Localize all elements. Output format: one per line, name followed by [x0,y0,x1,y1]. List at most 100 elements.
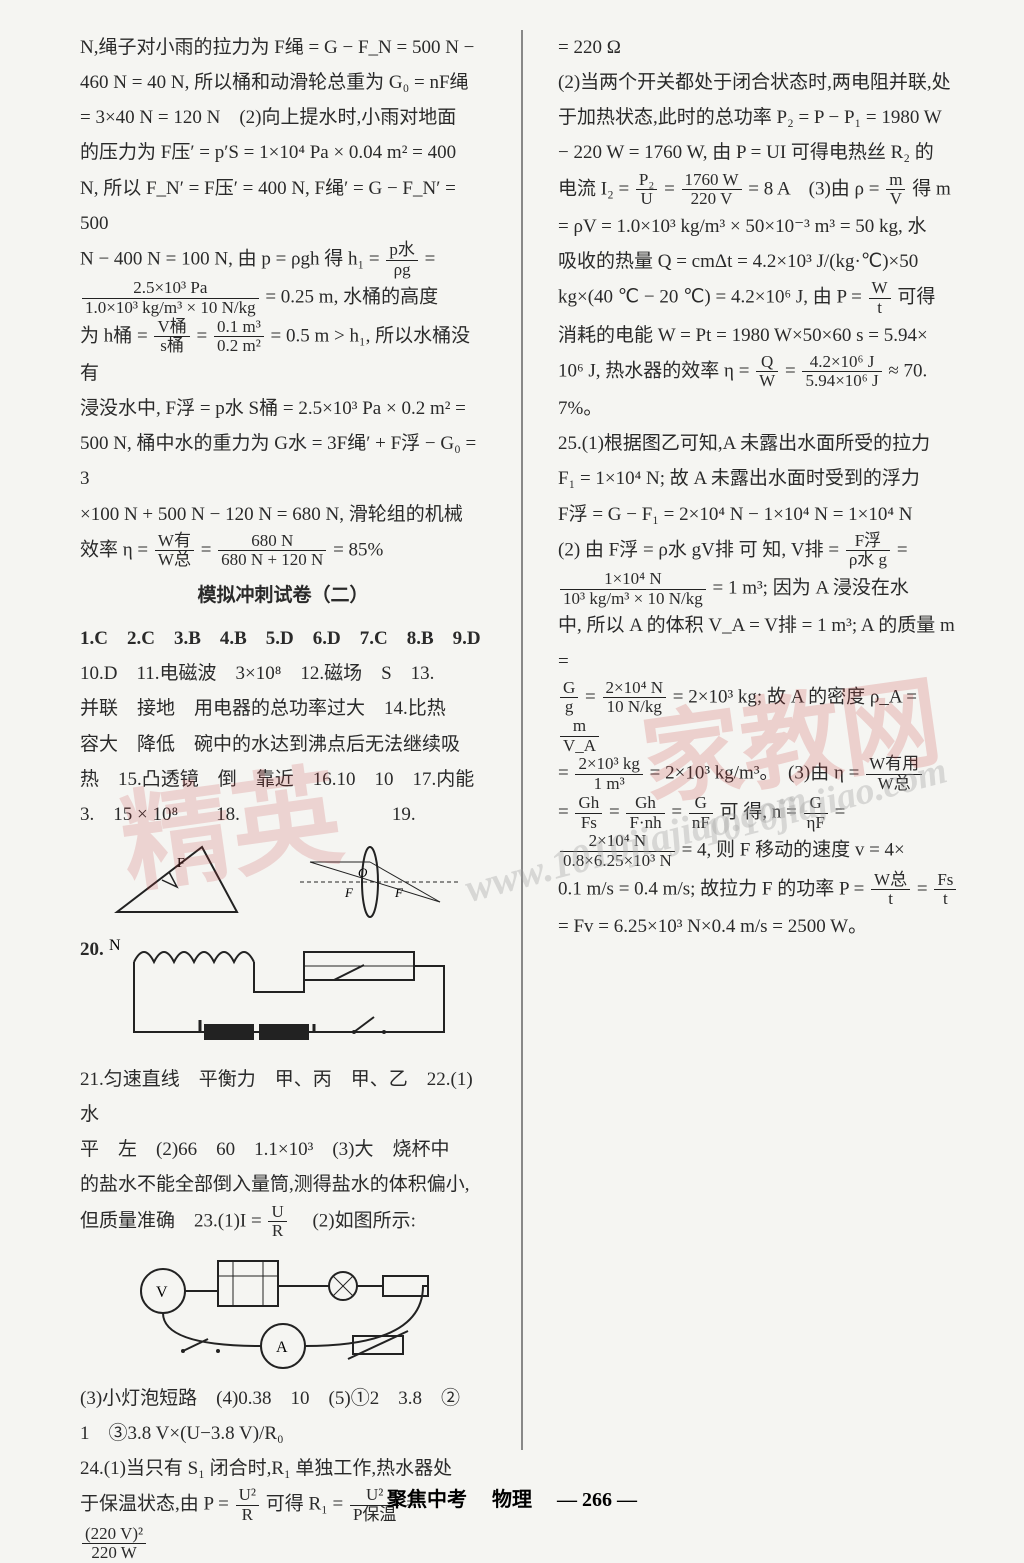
text-line: kg×(40 ℃ − 20 ℃) = 4.2×10⁶ J, 由 P = Wt 可… [558,279,964,317]
fraction: 680 N680 N + 120 N [218,532,326,570]
text: = [197,325,212,346]
fraction: W总t [871,871,910,909]
fraction: 2×10³ kg1 m³ [575,755,642,793]
text-line: (3)小灯泡短路 (4)0.38 10 (5)①2 3.8 ② [80,1381,486,1416]
svg-text:F: F [177,856,185,871]
answer-line: 热 15.凸透镜 倒 靠近 16.10 10 17.内能 [80,762,486,797]
text: 得 m [912,178,951,199]
column-divider [521,30,523,1450]
text-line: 1×10⁴ N10³ kg/m³ × 10 N/kg = 1 m³; 因为 A … [558,570,964,608]
solenoid-circuit-icon: N [104,932,464,1062]
exam-title: 模拟冲刺试卷（二） [80,578,486,613]
text-line: Gg = 2×10⁴ N10 N/kg = 2×10³ kg; 故 A 的密度 … [558,679,964,756]
triangle-diagram-icon: F [107,832,247,922]
text-line: N, 所以 F_N′ = F压′ = 400 N, F绳′ = G − F_N′… [80,171,486,241]
text: 可 得, n = [720,801,802,822]
text: 但质量准确 23.(1)I = [80,1210,266,1231]
text-line: 效率 η = W有W总 = 680 N680 N + 120 N = 85% [80,532,486,570]
text: ≈ 70. [888,360,927,381]
text: = 85% [333,539,383,560]
text: 可得 [897,287,935,308]
footer-subject: 物理 [492,1489,532,1511]
text: (2) 由 F浮 = ρ水 gV排 可 知, V排 = [558,539,844,560]
svg-text:A: A [276,1339,288,1356]
fraction: GηF [804,794,828,832]
footer-pagenum: — 266 — [557,1489,637,1511]
fraction: 2.5×10³ Pa1.0×10³ kg/m³ × 10 N/kg [82,279,259,317]
answer-line: 容大 降低 碗中的水达到沸点后无法继续吸 [80,727,486,762]
text-line: F₁ = 1×10⁴ N; 故 A 未露出水面时受到的浮力 [558,461,964,496]
text: = [897,539,908,560]
text-line: = 2×10³ kg1 m³ = 2×10³ kg/m³。 (3)由 η = W… [558,755,964,793]
text-line: 500 N, 桶中水的重力为 G水 = 3F绳′ + F浮 − G₀ = 3 [80,426,486,496]
text-line: 消耗的电能 W = Pt = 1980 W×50×60 s = 5.94× [558,318,964,353]
fraction: GhF·nh [626,794,664,832]
text-line: 平 左 (2)66 60 1.1×10³ (3)大 烧杯中 [80,1132,486,1167]
text-line: = ρV = 1.0×10³ kg/m³ × 50×10⁻³ m³ = 50 k… [558,209,964,244]
q20-row: 20. N [80,932,486,1062]
fraction: P₂U [636,171,657,209]
text: 10⁶ J, 热水器的效率 η = [558,360,754,381]
text-line: 2.5×10³ Pa1.0×10³ kg/m³ × 10 N/kg = 0.25… [80,279,486,317]
text-line: 中, 所以 A 的体积 V_A = V排 = 1 m³; A 的质量 m = [558,608,964,678]
fraction: 2×10⁴ N0.8×6.25×10³ N [560,832,675,870]
fraction: 1760 W220 V [682,171,742,209]
text: = [201,539,216,560]
circuit-diagram-icon: V A [123,1241,443,1381]
fraction: (220 V)²220 W [82,1525,146,1563]
text-line: 的压力为 F压′ = p′S = 1×10⁴ Pa × 0.04 m² = 40… [80,135,486,170]
text-line: N − 400 N = 100 N, 由 p = ρgh 得 h₁ = p水ρg… [80,241,486,279]
text-line: N,绳子对小雨的拉力为 F绳 = G − F_N = 500 N − [80,30,486,65]
text: = [425,248,436,269]
text: = [785,360,800,381]
fraction: V桶s桶 [154,318,189,356]
q18-19-diagrams: F F F O [80,832,486,932]
text-line: (2) 由 F浮 = ρ水 gV排 可 知, V排 = F浮ρ水 g = [558,532,964,570]
svg-text:O: O [358,865,368,880]
text-line: F浮 = G − F₁ = 2×10⁴ N − 1×10⁴ N = 1×10⁴ … [558,497,964,532]
answer-line: 并联 接地 用电器的总功率过大 14.比热 [80,691,486,726]
text: = [585,686,600,707]
text-line: = 220 Ω [558,30,964,65]
fraction: GnF [689,794,713,832]
text: = 2×10³ kg/m³。 (3)由 η = [650,763,864,784]
text: 为 h桶 = [80,325,152,346]
text-line: 25.(1)根据图乙可知,A 未露出水面所受的拉力 [558,426,964,461]
text: = [671,801,686,822]
fraction: W有用W总 [866,755,922,793]
fraction: UR [268,1203,286,1241]
answer-line: 3. 15 × 10⁸ 18. 19. [80,797,486,832]
svg-text:V: V [156,1284,168,1301]
text-line: 但质量准确 23.(1)I = UR (2)如图所示: [80,1203,486,1241]
text: = 4, 则 F 移动的速度 v = 4× [682,840,905,861]
fraction: W有W总 [155,532,194,570]
text: 0.1 m/s = 0.4 m/s; 故拉力 F 的功率 P = [558,878,869,899]
text-line: = Fv = 6.25×10³ N×0.4 m/s = 2500 W。 [558,909,964,944]
right-column: = 220 Ω (2)当两个开关都处于闭合状态时,两电阻并联,处 于加热状态,此… [558,30,964,1450]
svg-text:N: N [109,937,121,954]
text-line: 10⁶ J, 热水器的效率 η = QW = 4.2×10⁶ J5.94×10⁶… [558,353,964,391]
q20-label: 20. [80,932,104,967]
text: (2)如图所示: [293,1210,415,1231]
text: 效率 η = [80,539,153,560]
svg-text:F: F [394,885,404,900]
text-line: 460 N = 40 N, 所以桶和动滑轮总重为 G₀ = nF绳 [80,65,486,100]
text-line: (2)当两个开关都处于闭合状态时,两电阻并联,处 [558,65,964,100]
fraction: 1×10⁴ N10³ kg/m³ × 10 N/kg [560,570,706,608]
text-line: 为 h桶 = V桶s桶 = 0.1 m³0.2 m² = 0.5 m > h₁,… [80,318,486,392]
text-line: = GhFs = GhF·nh = GnF 可 得, n = GηF = [558,794,964,832]
text-line: 7%。 [558,391,964,426]
fraction: mV_A [560,717,599,755]
fraction: QW [756,353,778,391]
text-line: 吸收的热量 Q = cmΔt = 4.2×10³ J/(kg·℃)×50 [558,244,964,279]
text-line: 浸没水中, F浮 = p水 S桶 = 2.5×10³ Pa × 0.2 m² = [80,391,486,426]
text: kg×(40 ℃ − 20 ℃) = 4.2×10⁶ J, 由 P = [558,287,867,308]
circuit-figure: V A [80,1241,486,1381]
fraction: F浮ρ水 g [846,532,890,570]
fraction: Fst [934,871,956,909]
footer-book: 聚焦中考 [387,1489,467,1511]
left-column: N,绳子对小雨的拉力为 F绳 = G − F_N = 500 N − 460 N… [80,30,486,1450]
text-line: 的盐水不能全部倒入量筒,测得盐水的体积偏小, [80,1167,486,1202]
text-line: 21.匀速直线 平衡力 甲、丙 甲、乙 22.(1)水 [80,1062,486,1132]
text: = 1 m³; 因为 A 浸没在水 [712,578,908,599]
